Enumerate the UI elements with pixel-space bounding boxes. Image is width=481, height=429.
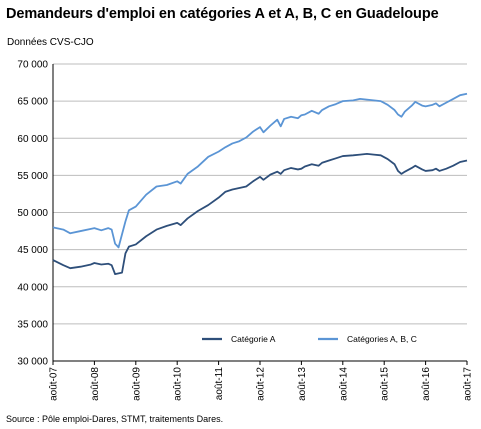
chart-title: Demandeurs d'emploi en catégories A et A… [6, 6, 439, 22]
series-line-categories-abc [52, 92, 468, 249]
x-tick-label: août-14 [338, 367, 349, 401]
x-tick-label: août-11 [214, 367, 225, 401]
grid-lines [52, 63, 467, 362]
series-lines [52, 92, 468, 276]
series-line-categorie-a [52, 152, 468, 276]
legend: Catégorie A Catégories A, B, C [202, 334, 417, 344]
y-tick-label: 45 000 [17, 245, 48, 256]
x-tick-label: août-15 [380, 367, 391, 401]
x-tick-label: août-12 [256, 367, 267, 401]
y-tick-label: 35 000 [17, 319, 48, 330]
y-tick-label: 55 000 [17, 171, 48, 182]
x-tick-label: août-10 [173, 367, 184, 401]
x-tick-label: août-16 [421, 367, 432, 401]
y-tick-label: 60 000 [17, 134, 48, 145]
chart-subtitle: Données CVS-CJO [7, 37, 94, 48]
legend-label-categorie-a: Catégorie A [231, 334, 276, 344]
y-tick-label: 50 000 [17, 208, 48, 219]
y-tick-label: 70 000 [17, 60, 48, 71]
x-axis-ticks: août-07 août-08 août-09 août-10 août-11 août-… [49, 361, 474, 401]
y-axis-ticks: 30 000 35 000 40 000 45 000 50 000 55 000 60 0… [17, 60, 48, 368]
source-note: Source : Pôle emploi-Dares, STMT, traite… [6, 414, 224, 424]
x-tick-label: août-13 [297, 367, 308, 401]
x-tick-label: août-09 [131, 367, 142, 401]
y-tick-label: 40 000 [17, 282, 48, 293]
x-tick-label: août-08 [90, 367, 101, 401]
x-tick-label: août-07 [49, 367, 60, 401]
legend-label-categories-abc: Catégories A, B, C [347, 334, 417, 344]
y-tick-label: 65 000 [17, 97, 48, 108]
x-tick-label: août-17 [463, 367, 474, 401]
y-tick-label: 30 000 [17, 357, 48, 368]
line-chart: 30 000 35 000 40 000 45 000 50 000 55 000 60 0… [17, 60, 474, 401]
